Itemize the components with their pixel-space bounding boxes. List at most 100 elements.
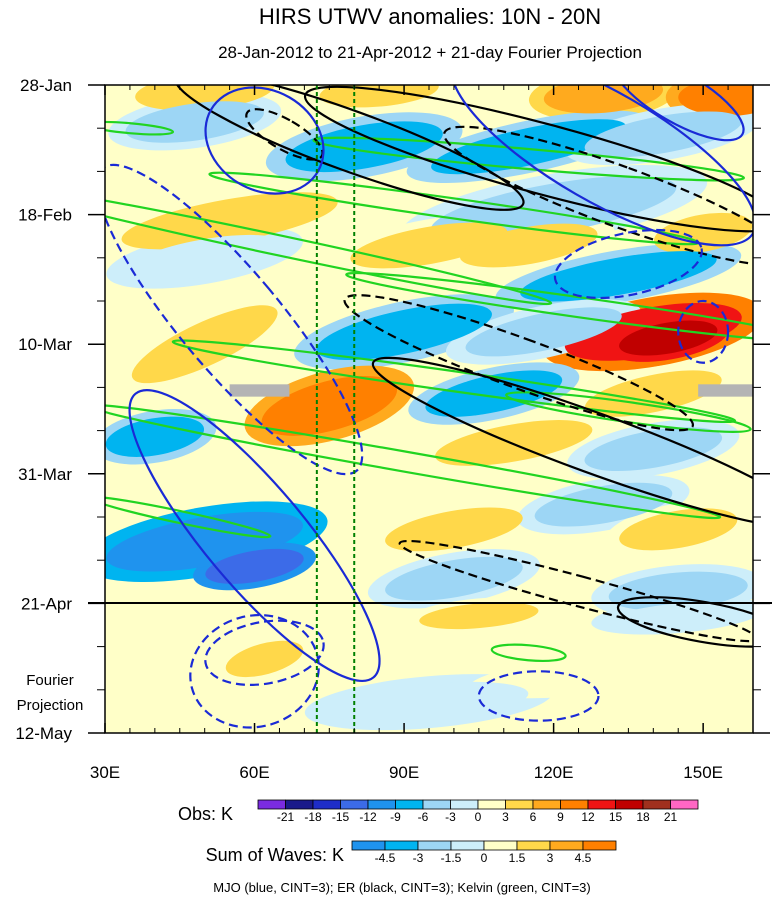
waves-colorbar-tick-label: -1.5 (441, 851, 462, 865)
obs-colorbar-swatch (395, 799, 424, 810)
anomaly-blob (584, 370, 722, 417)
anomaly-blob (619, 508, 738, 551)
obs-colorbar-tick-label: 6 (530, 810, 537, 824)
obs-colorbar-tick-label: -9 (390, 810, 401, 824)
anomaly-blob (319, 85, 439, 108)
obs-colorbar-tick-label: 9 (557, 810, 564, 824)
kelvin-contour (105, 495, 272, 539)
er-contour (398, 539, 753, 643)
waves-colorbar-tick-label: -3 (413, 851, 424, 865)
obs-colorbar-swatch (642, 799, 671, 810)
obs-colorbar-tick-label: -12 (359, 810, 377, 824)
anomaly-blob (543, 85, 664, 114)
anomaly-blob (520, 251, 717, 302)
missing-data-patch (698, 384, 753, 397)
anomaly-blob (435, 420, 593, 466)
waves-colorbar-tick-label: 1.5 (509, 851, 526, 865)
obs-colorbar-swatch (505, 799, 534, 810)
reference-lines (315, 85, 356, 733)
waves-colorbar-tick-label: 3 (547, 851, 554, 865)
waves-colorbar-swatch (549, 840, 584, 851)
anomaly-blob (469, 656, 688, 699)
mjo-contour (677, 299, 730, 364)
waves-colorbar-swatch (516, 840, 551, 851)
er-contour (343, 294, 695, 432)
anomaly-blob (121, 192, 338, 250)
anomaly-blob (285, 121, 443, 173)
anomaly-blob (385, 556, 523, 601)
waves-colorbar-tick-label: 0 (481, 851, 488, 865)
mjo-contour (204, 619, 325, 686)
mjo-contour (128, 389, 381, 683)
obs-colorbar-tick-label: 21 (664, 810, 678, 824)
obs-colorbar-tick-label: 0 (475, 810, 482, 824)
kelvin-contour (105, 403, 722, 520)
anomaly-blob (205, 548, 304, 584)
kelvin-contour (105, 120, 175, 136)
anomaly-blob (261, 376, 398, 436)
obs-colorbar-tick-label: 12 (581, 810, 595, 824)
waves-colorbar-tick-label: 4.5 (575, 851, 592, 865)
x-tick-label: 150E (683, 763, 723, 782)
obs-colorbar-swatch (422, 799, 451, 810)
x-tick-label: 30E (90, 763, 120, 782)
x-axis: 30E 60E 90E 120E 150E (90, 85, 729, 782)
anomaly-blob (584, 427, 723, 472)
projection-label-line2: Projection (17, 697, 84, 714)
y-tick-label: 28-Jan (20, 76, 72, 95)
anomaly-blob (106, 511, 303, 572)
y-tick-label: 21-Apr (21, 594, 72, 613)
obs-colorbar-tick-label: -15 (332, 810, 350, 824)
anomaly-blob (350, 222, 508, 269)
anomaly-blob (619, 320, 718, 356)
mjo-contour (105, 163, 364, 476)
anomaly-shading (105, 85, 753, 731)
plot-area (105, 85, 753, 733)
y-axis: 28-Jan 18-Feb 10-Mar 31-Mar 21-Apr 12-May (15, 76, 770, 743)
obs-colorbar-tick-label: -18 (304, 810, 322, 824)
obs-colorbar-swatch (615, 799, 644, 810)
obs-colorbar-tick-label: 3 (502, 810, 509, 824)
er-contour (443, 125, 753, 267)
obs-colorbar-swatch (257, 799, 286, 810)
anomaly-blob (105, 416, 205, 457)
x-tick-label: 60E (239, 763, 269, 782)
anomaly-blob (678, 85, 753, 116)
obs-colorbar-tick-label: 18 (636, 810, 650, 824)
mjo-contour (553, 228, 703, 300)
waves-colorbar-swatch (450, 840, 485, 851)
waves-colorbar-swatch (384, 840, 419, 851)
obs-colorbar-tick-label: 15 (609, 810, 623, 824)
projection-label-line1: Fourier (26, 672, 74, 689)
wave-contours (105, 85, 753, 729)
anomaly-blob (225, 640, 304, 678)
mjo-contour (204, 86, 325, 195)
obs-colorbar-tick-label: -21 (277, 810, 295, 824)
waves-colorbar-swatch (582, 840, 617, 851)
obs-colorbar-tick-label: -6 (418, 810, 429, 824)
anomaly-blob (126, 234, 284, 281)
chart-subtitle: 28-Jan-2012 to 21-Apr-2012 + 21-day Four… (218, 43, 642, 62)
y-tick-label: 31-Mar (18, 465, 72, 484)
kelvin-contour (312, 136, 745, 182)
waves-colorbar-swatch (351, 840, 386, 851)
x-tick-label: 120E (534, 763, 574, 782)
waves-colorbar-swatch (417, 840, 452, 851)
obs-colorbar-swatch (477, 799, 506, 810)
waves-colorbar-swatch (483, 840, 518, 851)
mjo-contour (477, 670, 600, 722)
anomaly-blob (385, 507, 523, 552)
missing-data (229, 384, 753, 397)
y-tick-label: 10-Mar (18, 335, 72, 354)
y-tick-label: 12-May (15, 724, 72, 743)
obs-colorbar-swatch (367, 799, 396, 810)
x-tick-label: 90E (389, 763, 419, 782)
kelvin-contour (105, 185, 553, 306)
kelvin-contour (345, 271, 753, 343)
anomaly-blob (459, 223, 598, 268)
obs-colorbar-swatch (587, 799, 616, 810)
mjo-contour (611, 85, 745, 142)
anomaly-blob (125, 101, 264, 143)
kelvin-contour (490, 643, 567, 662)
